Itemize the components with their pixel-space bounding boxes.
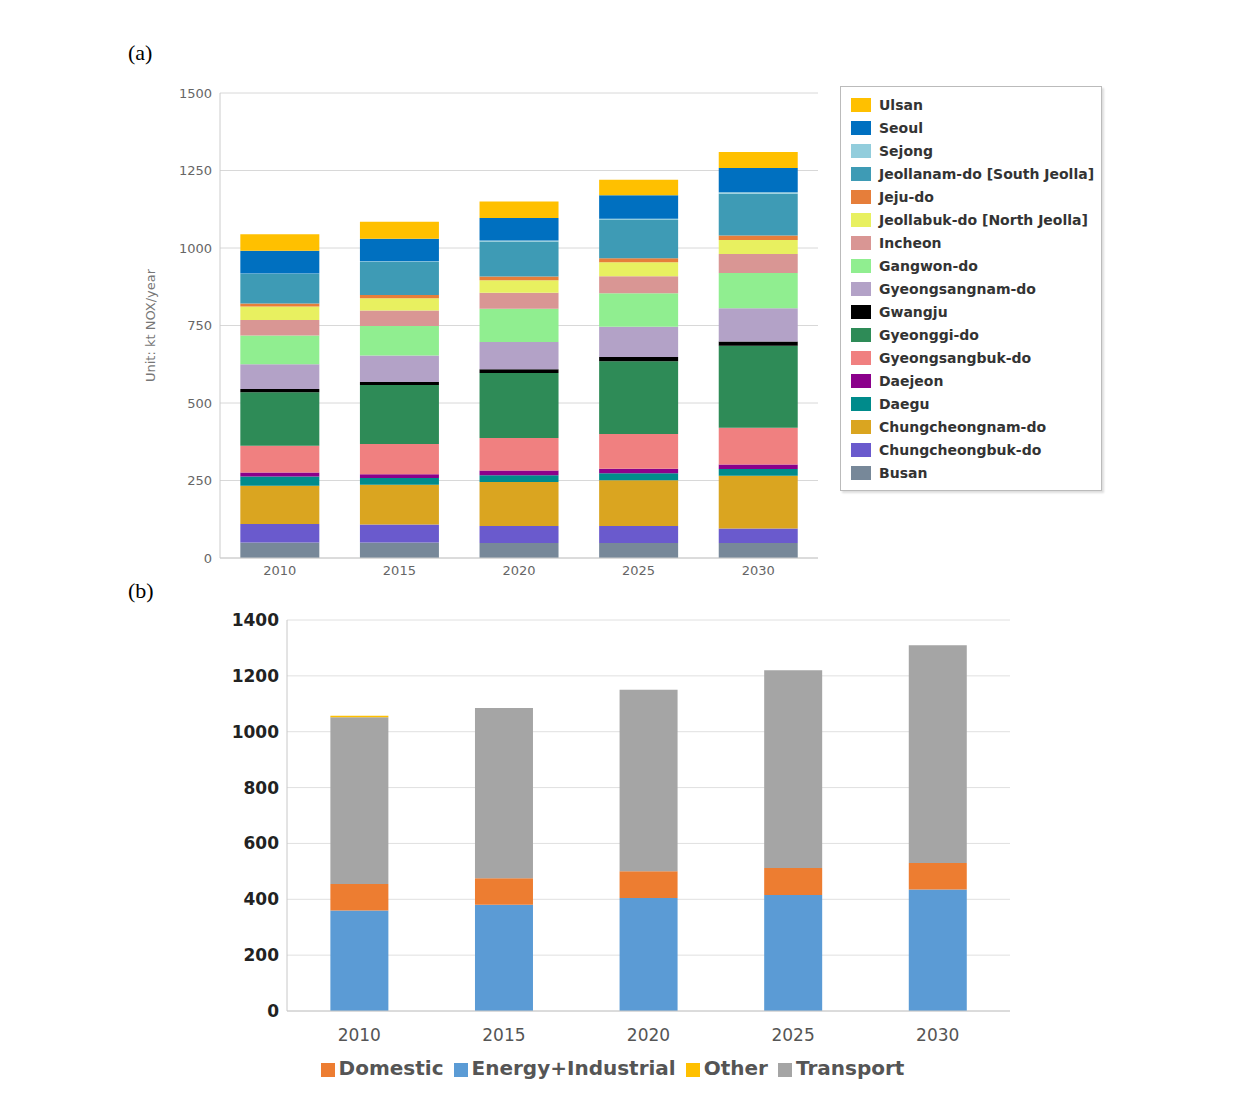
svg-text:250: 250 (187, 473, 212, 488)
svg-text:600: 600 (244, 833, 280, 853)
html-text:Jeollabuk-do [North Jeolla]: Jeollabuk-do [North Jeolla] (879, 211, 1088, 228)
svg-text:400: 400 (244, 889, 280, 909)
svg-text:750: 750 (187, 318, 212, 333)
html-text:Busan: Busan (879, 464, 928, 481)
svg-text:2010: 2010 (338, 1025, 381, 1045)
svg-text:0: 0 (267, 1001, 279, 1021)
html-text:Incheon: Incheon (879, 234, 942, 251)
svg-text:200: 200 (244, 945, 280, 965)
html-text:Gwangju: Gwangju (879, 303, 948, 320)
html-text:Chungcheongnam-do: Chungcheongnam-do (879, 418, 1046, 435)
html-text:Jeollanam-do [South Jeolla]: Jeollanam-do [South Jeolla] (879, 165, 1095, 182)
svg-text:1000: 1000 (232, 722, 279, 742)
html-text:Daejeon: Daejeon (879, 372, 944, 389)
html-text:Gyeongsangnam-do: Gyeongsangnam-do (879, 280, 1036, 297)
html-text:Gangwon-do: Gangwon-do (879, 257, 978, 274)
html-text:Sejong: Sejong (879, 142, 933, 159)
svg-text:2015: 2015 (383, 563, 416, 578)
svg-text:2020: 2020 (502, 563, 535, 578)
html-text:Gyeongsangbuk-do: Gyeongsangbuk-do (879, 349, 1032, 366)
html-text:Jeju-do: Jeju-do (879, 188, 934, 205)
svg-text:1000: 1000 (179, 241, 212, 256)
svg-text:2030: 2030 (742, 563, 775, 578)
svg-text:1200: 1200 (232, 666, 279, 686)
svg-text:0: 0 (204, 551, 212, 566)
html-text:Other: Other (703, 1056, 768, 1080)
html-text:Gyeonggi-do: Gyeonggi-do (879, 326, 979, 343)
html-text:Ulsan: Ulsan (879, 96, 923, 113)
svg-text:1400: 1400 (232, 610, 279, 630)
svg-text:1250: 1250 (179, 163, 212, 178)
svg-text:2030: 2030 (916, 1025, 959, 1045)
html-text:Transport: Transport (796, 1056, 905, 1080)
svg-text:2025: 2025 (771, 1025, 814, 1045)
svg-text:500: 500 (187, 396, 212, 411)
svg-text:2020: 2020 (627, 1025, 670, 1045)
svg-text:2025: 2025 (622, 563, 655, 578)
html-text:(b): (b) (128, 578, 154, 603)
html-text:Energy+Industrial: Energy+Industrial (471, 1056, 676, 1080)
html-text:(a): (a) (128, 40, 153, 65)
svg-text:2015: 2015 (482, 1025, 525, 1045)
svg-text:Unit: kt NOX/year: Unit: kt NOX/year (143, 268, 158, 382)
html-text:Seoul: Seoul (879, 119, 923, 136)
html-text:Domestic: Domestic (338, 1056, 444, 1080)
svg-text:1500: 1500 (179, 86, 212, 101)
html-text:Chungcheongbuk-do: Chungcheongbuk-do (879, 441, 1042, 458)
html-text:Daegu: Daegu (879, 395, 930, 412)
svg-text:2010: 2010 (263, 563, 296, 578)
svg-text:800: 800 (244, 778, 280, 798)
